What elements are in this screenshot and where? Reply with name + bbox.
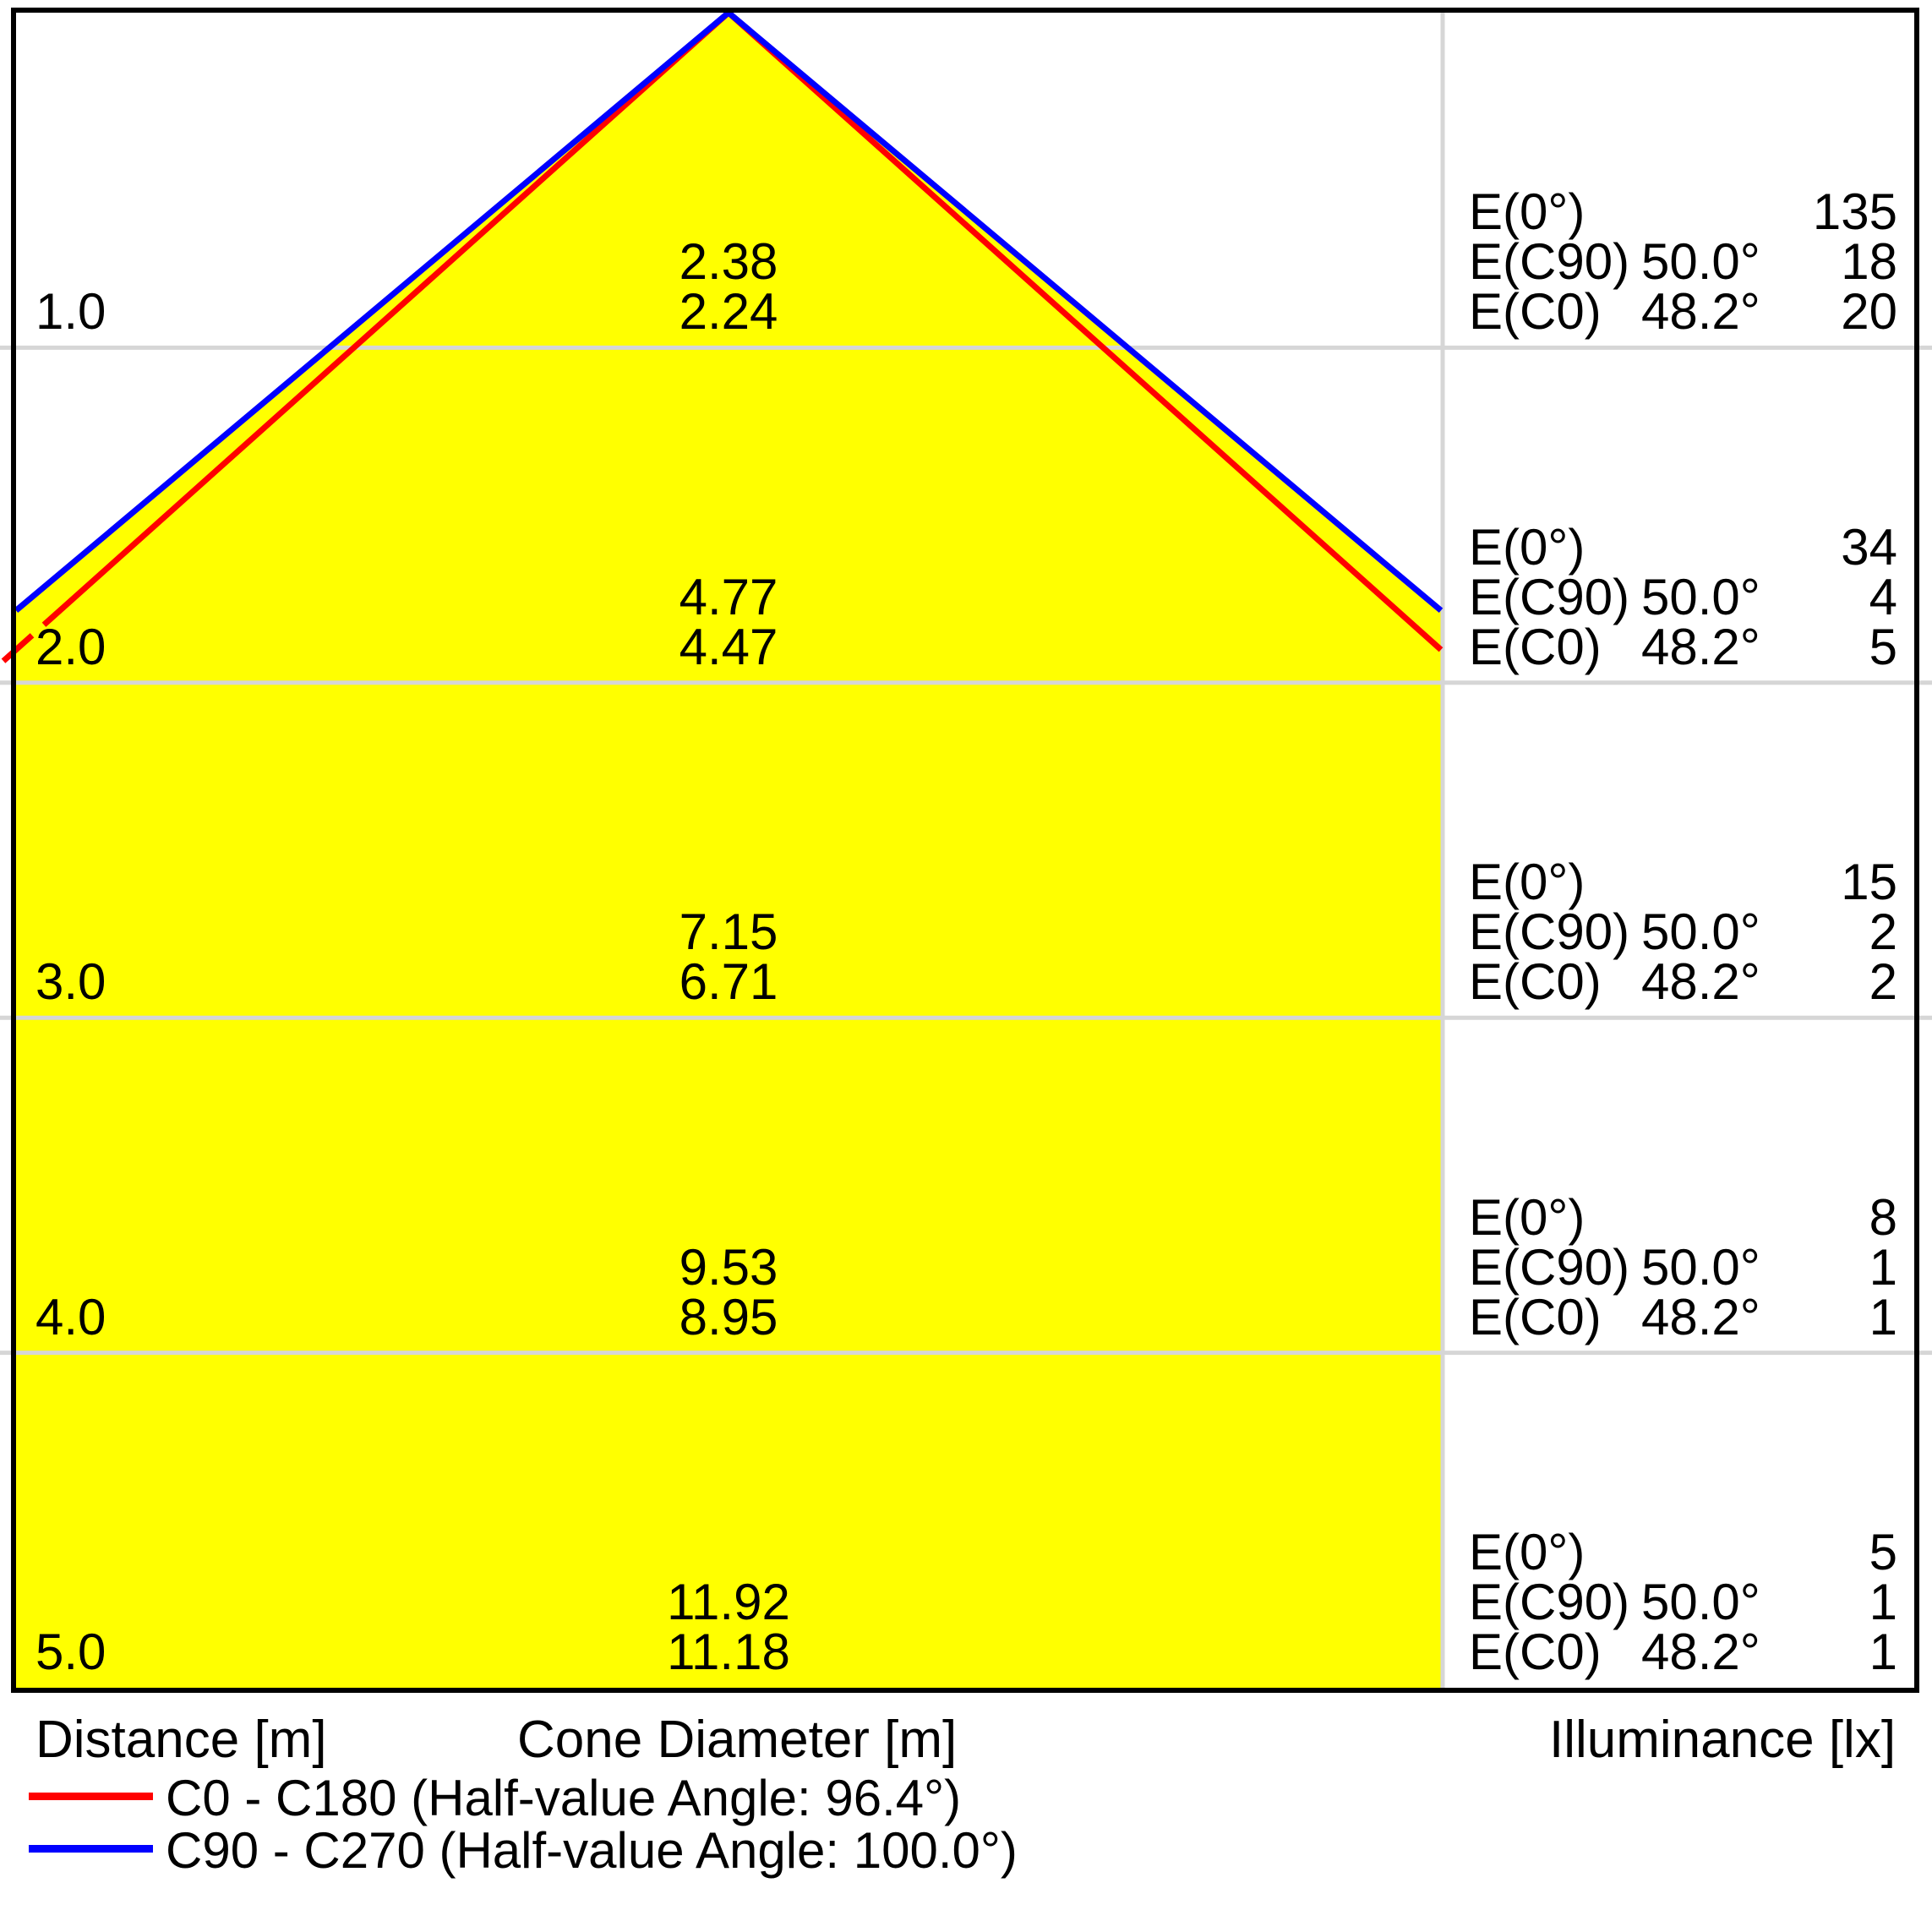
distance-axis-label: Distance [m]	[35, 1711, 327, 1769]
e0-value: 34	[1841, 519, 1897, 576]
ec0-value: 2	[1869, 953, 1897, 1010]
ec0-angle: 48.2°	[1641, 619, 1760, 675]
ec90-label: E(C90)	[1469, 1239, 1630, 1296]
cone-diameter-c0-value: 4.47	[679, 619, 778, 675]
table-row: 3.0 7.15 6.71 E(0°) E(C90) E(C0) 50.0° 4…	[0, 840, 1932, 1018]
c0-c180-curve	[41, 10, 731, 627]
ec0-label: E(C0)	[1469, 1289, 1602, 1345]
cone-diameter-c90-value: 7.15	[679, 903, 778, 960]
ec90-value: 1	[1869, 1574, 1897, 1630]
e0-value: 135	[1812, 183, 1897, 240]
chart-border	[11, 8, 1919, 1693]
cone-diameter-c0-value: 2.24	[679, 283, 778, 340]
ec90-label: E(C90)	[1469, 569, 1630, 625]
cone-fill	[16, 13, 1441, 1688]
c0-c180-legend-line	[29, 1793, 153, 1800]
e0-label: E(0°)	[1469, 1189, 1585, 1246]
c0-c180-legend-label: C0 - C180 (Half-value Angle: 96.4°)	[166, 1770, 962, 1826]
e0-label: E(0°)	[1469, 183, 1585, 240]
e0-value: 15	[1841, 854, 1897, 910]
ec0-value: 1	[1869, 1624, 1897, 1680]
ec90-angle: 50.0°	[1641, 1574, 1760, 1630]
distance-label: 1.0	[35, 283, 106, 340]
ec90-value: 2	[1869, 903, 1897, 960]
cone-diameter-c0-value: 8.95	[679, 1289, 778, 1345]
ec0-label: E(C0)	[1469, 619, 1602, 675]
distance-label: 5.0	[35, 1624, 106, 1680]
table-row: 4.0 9.53 8.95 E(0°) E(C90) E(C0) 50.0° 4…	[0, 1176, 1932, 1353]
e0-value: 8	[1869, 1189, 1897, 1246]
ec90-value: 18	[1841, 233, 1897, 290]
distance-label: 2.0	[35, 619, 106, 675]
e0-label: E(0°)	[1469, 1524, 1585, 1580]
ec90-angle: 50.0°	[1641, 1239, 1760, 1296]
e0-value: 5	[1869, 1524, 1897, 1580]
ec0-label: E(C0)	[1469, 953, 1602, 1010]
c0-c180-curve	[726, 10, 1444, 652]
ec0-label: E(C0)	[1469, 283, 1602, 340]
ec0-value: 1	[1869, 1289, 1897, 1345]
c0-c180-curve	[1, 633, 35, 663]
cone-diameter-c0-value: 11.18	[667, 1624, 790, 1680]
ec0-angle: 48.2°	[1641, 1289, 1760, 1345]
cone-diameter-axis-label: Cone Diameter [m]	[517, 1711, 958, 1769]
table-row: 2.0 4.77 4.47 E(0°) E(C90) E(C0) 50.0° 4…	[0, 505, 1932, 683]
ec0-value: 5	[1869, 619, 1897, 675]
ec0-angle: 48.2°	[1641, 283, 1760, 340]
distance-label: 3.0	[35, 953, 106, 1010]
ec90-angle: 50.0°	[1641, 569, 1760, 625]
c90-c270-legend-label: C90 - C270 (Half-value Angle: 100.0°)	[166, 1822, 1018, 1879]
ec90-label: E(C90)	[1469, 1574, 1630, 1630]
cone-diameter-c0-value: 6.71	[679, 953, 778, 1010]
ec0-label: E(C0)	[1469, 1624, 1602, 1680]
e0-label: E(0°)	[1469, 854, 1585, 910]
ec90-angle: 50.0°	[1641, 903, 1760, 960]
ec0-value: 20	[1841, 283, 1897, 340]
ec90-label: E(C90)	[1469, 903, 1630, 960]
distance-label: 4.0	[35, 1289, 106, 1345]
ec90-value: 1	[1869, 1239, 1897, 1296]
cone-diameter-c90-value: 9.53	[679, 1239, 778, 1296]
ec0-angle: 48.2°	[1641, 953, 1760, 1010]
e0-label: E(0°)	[1469, 519, 1585, 576]
cone-diameter-c90-value: 4.77	[679, 569, 778, 625]
c90-c270-legend-line	[29, 1845, 153, 1853]
ec0-angle: 48.2°	[1641, 1624, 1760, 1680]
table-row: 1.0 2.38 2.24 E(0°) E(C90) E(C0) 50.0° 4…	[0, 170, 1932, 347]
ec90-value: 4	[1869, 569, 1897, 625]
illuminance-axis-label: Illuminance [lx]	[1549, 1711, 1897, 1769]
ec90-label: E(C90)	[1469, 233, 1630, 290]
table-row: 5.0 11.92 11.18 E(0°) E(C90) E(C0) 50.0°…	[0, 1510, 1932, 1688]
cone-diameter-c90-value: 2.38	[679, 233, 778, 290]
cone-diameter-c90-value: 11.92	[667, 1574, 790, 1630]
ec90-angle: 50.0°	[1641, 233, 1760, 290]
